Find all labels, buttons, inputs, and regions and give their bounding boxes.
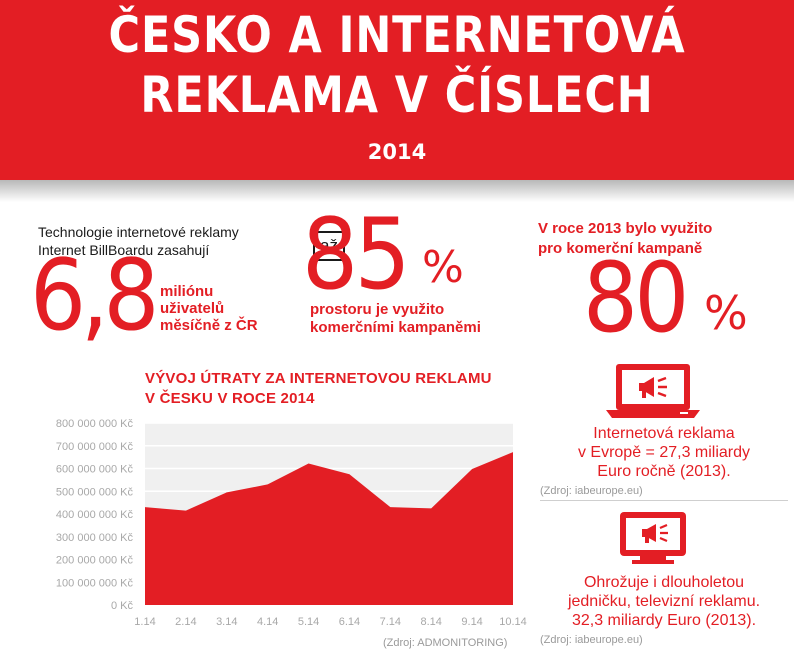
- stat3-intro-line2: pro komerční kampaně: [538, 240, 703, 257]
- tv-megaphone-icon: [620, 512, 686, 564]
- tv-line1: Ohrožuje i dlouholetou: [583, 574, 745, 591]
- laptop-megaphone-icon: [606, 364, 700, 418]
- europe-line2: v Evropě = 27,3 miliardy: [577, 444, 751, 461]
- tv-line3: 32,3 miliardy Euro (2013).: [571, 612, 757, 629]
- y-tick-label: 300 000 000 Kč: [56, 532, 134, 544]
- chart-area: 0 Kč 100 000 000 Kč 200 000 000 Kč 300 000 …: [56, 418, 527, 628]
- banner-shadow: [0, 180, 794, 202]
- stat1-unit-line1: miliónu: [160, 283, 214, 300]
- x-tick-label: 8.14: [421, 616, 442, 628]
- stat2-caption-line2: komerčními kampaněmi: [310, 319, 481, 336]
- stat1-intro: Technologie internetové reklamy Internet…: [38, 223, 239, 259]
- stat1-unit-line2: uživatelů: [160, 300, 225, 317]
- europe-line1: Internetová reklama: [593, 425, 735, 442]
- x-tick-label: 5.14: [298, 616, 319, 628]
- chart-area-series: [145, 452, 513, 605]
- stat3-intro-line1: V roce 2013 bylo využito: [538, 220, 713, 237]
- title-line-1: ČESKO A INTERNETOVÁ: [108, 6, 686, 64]
- stat1-unit: miliónu uživatelů měsíčně z ČR: [160, 283, 258, 334]
- chart-title: VÝVOJ ÚTRATY ZA INTERNETOVOU REKLAMU V Č…: [145, 369, 492, 409]
- x-tick-label: 2.14: [175, 616, 196, 628]
- y-tick-label: 600 000 000 Kč: [56, 464, 134, 476]
- x-tick-label: 10.14: [499, 616, 527, 628]
- y-tick-label: 500 000 000 Kč: [56, 486, 134, 498]
- y-tick-label: 800 000 000 Kč: [56, 418, 134, 430]
- stat1-intro-line1: Technologie internetové reklamy: [38, 224, 239, 240]
- stat3-intro: V roce 2013 bylo využito pro komerční ka…: [538, 219, 712, 259]
- y-tick-label: 200 000 000 Kč: [56, 555, 134, 567]
- tv-line2: jedničku, televizní reklamu.: [567, 593, 761, 610]
- europe-source: (Zdroj: iabeurope.eu): [540, 485, 643, 497]
- europe-line3: Euro ročně (2013).: [597, 463, 731, 480]
- header-banner: ČESKO A INTERNETOVÁ REKLAMA V ČÍSLECH 20…: [0, 0, 794, 180]
- chart-title-line2: V ČESKU V ROCE 2014: [145, 390, 315, 407]
- stat3-percent: %: [704, 286, 748, 340]
- stat1-number: 6,8: [30, 239, 159, 353]
- chart-source: (Zdroj: ADMONITORING): [383, 637, 508, 649]
- stat1-unit-line3: měsíčně z ČR: [160, 317, 258, 334]
- y-tick-label: 100 000 000 Kč: [56, 577, 134, 589]
- title-line-2: REKLAMA V ČÍSLECH: [140, 66, 654, 124]
- x-tick-label: 6.14: [339, 616, 360, 628]
- tv-source: (Zdroj: iabeurope.eu): [540, 634, 643, 646]
- stat2-number: 85: [302, 198, 411, 312]
- y-tick-label: 400 000 000 Kč: [56, 509, 134, 521]
- chart-title-line1: VÝVOJ ÚTRATY ZA INTERNETOVOU REKLAMU: [145, 370, 492, 387]
- y-tick-label: 700 000 000 Kč: [56, 441, 134, 453]
- stat2-caption: prostoru je využito komerčními kampaněmi: [310, 301, 481, 337]
- year-label: 2014: [367, 140, 427, 164]
- stat3-number: 80: [583, 242, 689, 354]
- x-tick-label: 1.14: [134, 616, 155, 628]
- stat2-caption-line1: prostoru je využito: [310, 301, 445, 318]
- right-divider: [540, 500, 788, 501]
- tv-text: Ohrožuje i dlouholetou jedničku, televiz…: [540, 573, 788, 630]
- x-tick-label: 3.14: [216, 616, 237, 628]
- stat1-intro-line2: Internet BillBoardu zasahují: [38, 242, 210, 258]
- x-tick-label: 9.14: [461, 616, 482, 628]
- y-tick-label: 0 Kč: [111, 600, 134, 612]
- europe-text: Internetová reklama v Evropě = 27,3 mili…: [540, 424, 788, 481]
- stat2-percent: %: [422, 242, 464, 293]
- stat2-prefix: až: [313, 231, 345, 261]
- x-tick-label: 7.14: [380, 616, 401, 628]
- x-tick-label: 4.14: [257, 616, 278, 628]
